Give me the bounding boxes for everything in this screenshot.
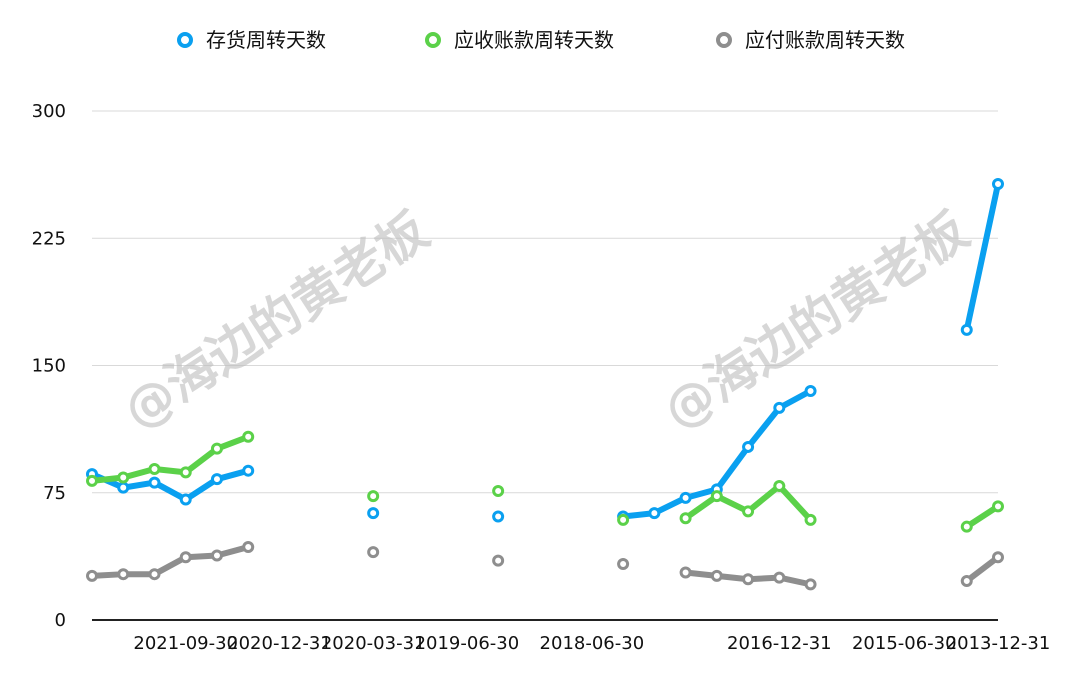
data-point <box>617 513 630 526</box>
data-point <box>804 384 817 397</box>
legend-item: 应收账款周转天数 <box>425 28 614 52</box>
data-point <box>992 177 1004 190</box>
y-tick-label: 150 <box>32 356 66 377</box>
series-存货周转天数 <box>86 177 1004 523</box>
watermark: @海边的黄老板 <box>113 201 438 440</box>
data-point <box>117 471 130 484</box>
legend-item: 存货周转天数 <box>177 28 326 52</box>
data-point <box>117 568 130 581</box>
watermarks: @海边的黄老板 @海边的黄老板 <box>113 201 978 440</box>
series-应付账款周转天数 <box>86 541 1004 591</box>
series-line <box>89 467 252 503</box>
legend-marker <box>716 32 732 48</box>
x-tick-label: 2020-12-31 <box>227 633 332 654</box>
x-tick-label: 2018-06-30 <box>540 633 645 654</box>
data-point <box>773 571 786 584</box>
data-point <box>148 568 161 581</box>
data-point <box>367 507 380 520</box>
data-point <box>648 507 661 520</box>
data-point <box>367 490 380 503</box>
x-tick-label: 2016-12-31 <box>727 633 832 654</box>
series-line <box>89 544 252 579</box>
data-point <box>773 401 786 414</box>
x-tick-label: 2020-03-31 <box>321 633 426 654</box>
data-point <box>992 551 1004 564</box>
data-point <box>492 554 505 567</box>
data-point <box>179 466 192 479</box>
data-point <box>179 493 192 506</box>
data-point <box>992 500 1004 513</box>
x-tick-label: 2019-06-30 <box>415 633 520 654</box>
y-tick-label: 75 <box>43 483 66 504</box>
data-point <box>773 479 786 492</box>
y-tick-label: 300 <box>32 101 66 122</box>
data-point <box>742 573 755 586</box>
data-point <box>179 551 192 564</box>
data-point <box>210 549 223 562</box>
data-point <box>242 541 255 554</box>
data-point <box>960 520 973 533</box>
series-应收账款周转天数 <box>86 430 1004 533</box>
data-point <box>148 462 161 475</box>
data-point <box>242 430 255 443</box>
data-point <box>960 323 973 336</box>
y-tick-label: 225 <box>32 228 66 249</box>
data-point <box>617 558 630 571</box>
data-point <box>679 566 692 579</box>
data-point <box>804 578 817 591</box>
data-point <box>86 569 98 582</box>
grid-lines <box>92 110 998 621</box>
series-layer <box>86 177 1004 591</box>
legend-marker <box>177 32 193 48</box>
data-point <box>210 473 223 486</box>
y-axis-ticks: 0 75 150 225 300 <box>32 101 66 631</box>
series-line <box>963 503 1001 530</box>
y-tick-label: 0 <box>55 610 66 631</box>
data-point <box>367 546 380 559</box>
data-point <box>86 474 98 487</box>
legend-label: 存货周转天数 <box>206 28 326 52</box>
x-axis-ticks: 2021-09-302020-12-312020-03-312019-06-30… <box>133 633 1050 654</box>
legend-label: 应付账款周转天数 <box>745 28 905 52</box>
series-line <box>963 554 1001 584</box>
x-tick-label: 2013-12-31 <box>946 633 1051 654</box>
data-point <box>117 481 130 494</box>
watermark: @海边的黄老板 <box>653 201 978 440</box>
legend: 存货周转天数 应收账款周转天数 应付账款周转天数 <box>177 28 905 52</box>
legend-item: 应付账款周转天数 <box>716 28 905 52</box>
x-tick-label: 2015-06-30 <box>852 633 957 654</box>
legend-label: 应收账款周转天数 <box>454 28 614 52</box>
data-point <box>710 569 723 582</box>
data-point <box>804 513 817 526</box>
data-point <box>710 490 723 503</box>
legend-marker <box>425 32 441 48</box>
data-point <box>148 476 161 489</box>
data-point <box>742 440 755 453</box>
data-point <box>960 574 973 587</box>
data-point <box>210 442 223 455</box>
data-point <box>679 491 692 504</box>
data-point <box>492 485 505 498</box>
x-tick-label: 2021-09-30 <box>133 633 238 654</box>
data-point <box>742 505 755 518</box>
data-point <box>242 464 255 477</box>
data-point <box>679 512 692 525</box>
series-line <box>963 180 1001 333</box>
data-point <box>492 510 505 523</box>
